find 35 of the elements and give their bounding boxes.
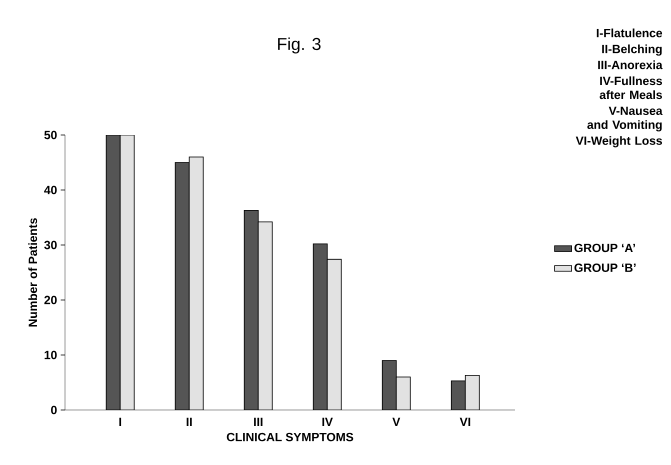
chart-title: Fig. 3: [278, 37, 321, 54]
y-tick-label: 30: [44, 240, 57, 250]
text: III-Anorexia: [598, 60, 663, 70]
bar: [450, 380, 466, 410]
text: VI-Weight Loss: [576, 136, 662, 148]
x-tick-label: VI: [460, 418, 470, 426]
bar: [464, 374, 480, 410]
text: IV-Fullness after Meals: [600, 76, 662, 100]
bar: [244, 210, 259, 410]
x-tick-label: III: [254, 418, 262, 426]
bar: [258, 222, 273, 410]
y-tick-label: 10: [44, 350, 57, 360]
legend-label: GROUP ‘B’: [574, 264, 636, 272]
bar: [174, 162, 190, 410]
bar: [188, 156, 204, 410]
x-axis-title: CLINICAL SYMPTOMS: [226, 432, 354, 442]
x-tick-label: IV: [322, 418, 333, 426]
x-tick-label: I: [119, 418, 122, 426]
bar: [106, 135, 121, 410]
text: V-Nausea and Vomiting: [587, 106, 663, 132]
legend-label: GROUP ‘A’: [574, 244, 635, 252]
text: I-Flatulence: [596, 28, 662, 38]
y-axis-title: Number of Patients: [28, 218, 38, 327]
bar: [312, 244, 328, 410]
y-tick-label: 50: [44, 130, 57, 140]
text: II-Belching: [602, 44, 662, 56]
bar: [382, 360, 397, 410]
bar: [326, 258, 342, 410]
bar: [120, 135, 135, 410]
bar: [396, 376, 411, 410]
x-tick-label: II: [186, 418, 192, 426]
x-tick-label: V: [392, 418, 400, 426]
y-tick-label: 0: [51, 406, 57, 414]
y-tick-label: 20: [44, 296, 57, 304]
y-tick-label: 40: [44, 186, 57, 194]
